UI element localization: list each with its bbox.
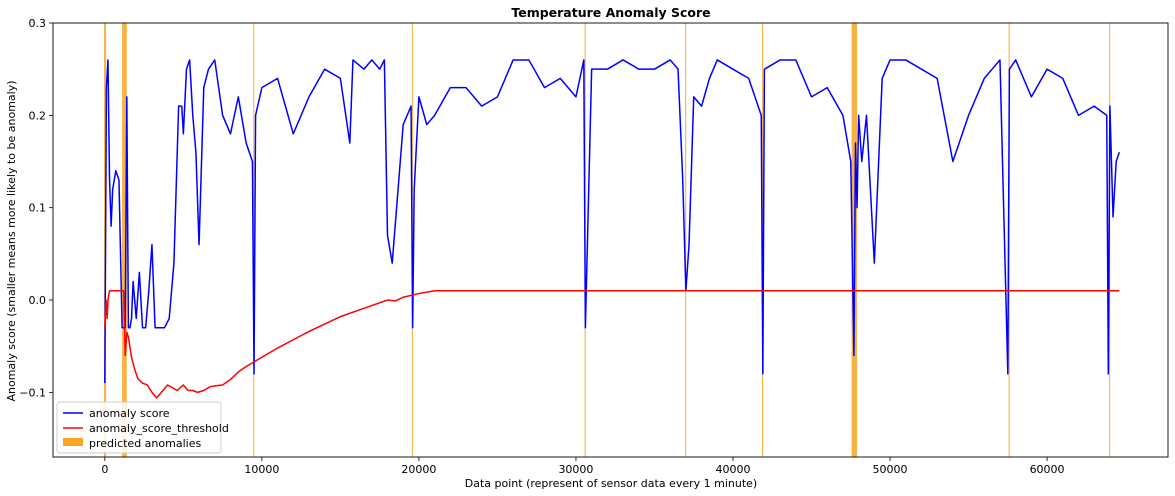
- x-tick-label: 60000: [1030, 463, 1065, 476]
- y-tick-label: 0.2: [29, 109, 47, 122]
- anomaly-span: [685, 23, 687, 457]
- series-anomaly-score: [104, 59, 1121, 384]
- y-tick-label: 0.3: [29, 17, 47, 30]
- x-tick-label: 30000: [558, 463, 593, 476]
- x-tick-label: 40000: [715, 463, 750, 476]
- y-tick-label: −0.1: [19, 386, 46, 399]
- y-axis-label: Anomaly score (smaller means more likely…: [5, 80, 18, 401]
- legend-label-anomaly-score-threshold: anomaly_score_threshold: [89, 422, 229, 435]
- legend-label-predicted-anomalies: predicted anomalies: [89, 437, 201, 450]
- x-tick-label: 20000: [401, 463, 436, 476]
- legend-swatch-predicted-anomalies: [63, 438, 83, 446]
- legend-label-anomaly-score: anomaly score: [89, 407, 170, 420]
- x-axis-label: Data point (represent of sensor data eve…: [465, 477, 757, 490]
- x-axis: 0 10000 20000 30000 40000 50000 60000: [101, 457, 1065, 476]
- legend-box: [56, 401, 222, 454]
- plot-area-frame: [52, 22, 1169, 458]
- x-tick-label: 50000: [873, 463, 908, 476]
- chart-title: Temperature Anomaly Score: [511, 5, 710, 20]
- x-tick-label: 0: [101, 463, 108, 476]
- series-anomaly-score-threshold: [104, 290, 1120, 399]
- plot-lines: [104, 59, 1121, 399]
- y-axis: −0.1 0.0 0.1 0.2 0.3: [19, 17, 53, 399]
- y-tick-label: 0.1: [29, 202, 47, 215]
- anomaly-span: [253, 23, 255, 457]
- y-tick-label: 0.0: [29, 294, 47, 307]
- x-tick-label: 10000: [244, 463, 279, 476]
- legend: anomaly score anomaly_score_threshold pr…: [56, 401, 229, 454]
- anomaly-span: [122, 23, 127, 457]
